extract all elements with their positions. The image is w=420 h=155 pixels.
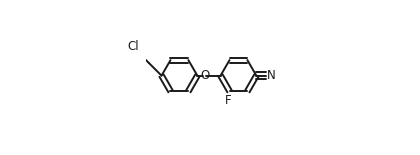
Text: N: N: [267, 69, 276, 82]
Text: Cl: Cl: [128, 40, 139, 53]
Text: O: O: [200, 69, 209, 82]
Text: F: F: [225, 94, 231, 107]
